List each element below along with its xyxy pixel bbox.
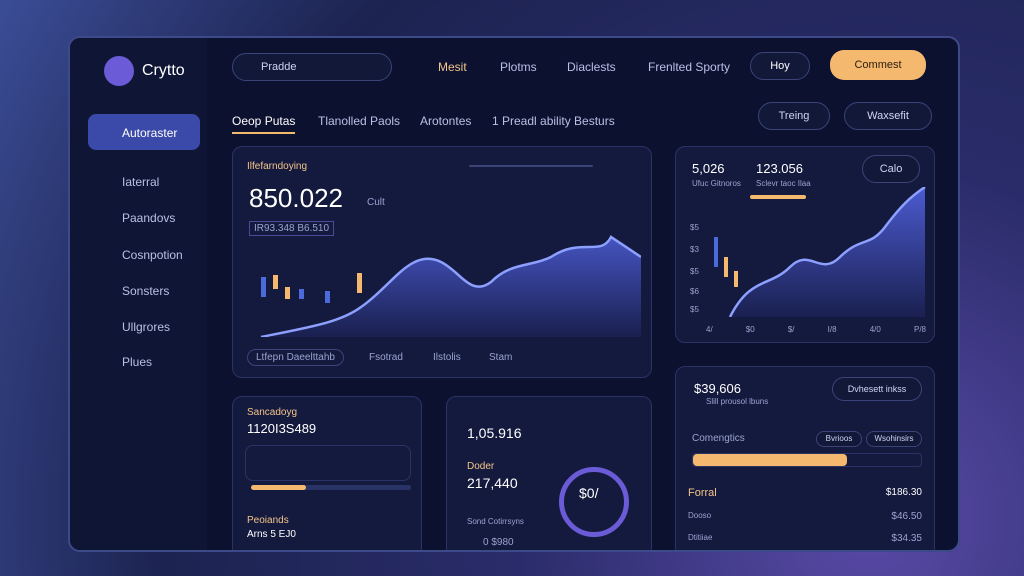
primary-button[interactable]: Commest <box>830 50 926 80</box>
gauge-text: $0/ <box>579 485 599 501</box>
sidebar: Crytto Autoraster Iaterral Paandovs Cosn… <box>70 38 207 550</box>
tab-button[interactable]: Waxsefit <box>844 102 932 130</box>
x-label: 4/0 <box>869 325 881 334</box>
x-labels: 4/ $0 $/ I/8 4/0 P/8 <box>706 325 926 334</box>
nav-item[interactable]: Plues <box>122 355 153 369</box>
nav-item[interactable]: Autoraster <box>122 126 178 140</box>
tab[interactable]: Oeop Putas <box>232 114 296 134</box>
y-label: $3 <box>690 245 699 254</box>
sub-value: IR93.348 B6.510 <box>249 221 335 236</box>
brand: Crytto <box>142 62 185 79</box>
nav-item[interactable]: Paandovs <box>122 211 176 225</box>
footer-value: Arns 5 EJ0 <box>247 529 296 540</box>
portfolio-sub: Slill prousol lbuns <box>706 397 769 406</box>
gauge-value: 1,05.916 <box>467 425 522 441</box>
icon-row[interactable] <box>245 445 411 481</box>
row-label: Dtitiiae <box>688 533 713 542</box>
main-value: 850.022 <box>249 183 343 213</box>
row-value: $34.35 <box>891 533 922 544</box>
price-chart <box>260 235 641 337</box>
footer-item[interactable]: Ilstolis <box>433 352 461 363</box>
gauge-card: 1,05.916 Doder 217,440 Sond Cotirrsyns $… <box>446 396 652 550</box>
nav-item[interactable]: Sonsters <box>122 284 170 298</box>
logo <box>104 56 134 86</box>
footer-title: Peoiands <box>247 515 289 526</box>
y-label: $5 <box>690 305 699 314</box>
calo-button[interactable]: Calo <box>862 155 920 183</box>
tab[interactable]: Tlanolled Paols <box>318 114 401 128</box>
gauge-label: Doder <box>467 461 495 472</box>
row-value: $46.50 <box>891 511 922 522</box>
row-label: Dooso <box>688 511 712 520</box>
top-link[interactable]: Mesit <box>438 60 467 74</box>
side-chart-card: 5,026 Ufuc Gitnoros 123.056 Sclevr taoc … <box>675 146 935 343</box>
y-label: $5 <box>690 223 699 232</box>
gauge-footer: 0 $980 <box>483 537 514 548</box>
section-title: Comengtics <box>692 433 745 444</box>
pill[interactable]: Bvrioos <box>816 431 862 447</box>
gauge-ring <box>559 467 629 537</box>
tab[interactable]: 1 Preadl ability Besturs <box>492 114 615 128</box>
x-label: I/8 <box>827 325 837 334</box>
app-frame: Crytto Autoraster Iaterral Paandovs Cosn… <box>68 36 960 552</box>
stat-bar <box>750 195 806 199</box>
row-label: Forral <box>688 487 717 499</box>
stat-label: Sclevr taoc Ilaa <box>756 179 811 188</box>
gauge-value2: 217,440 <box>467 475 518 491</box>
top-link[interactable]: Plotms <box>500 60 537 74</box>
stat-value: 123.056 <box>756 161 803 176</box>
tab[interactable]: Arotontes <box>420 114 472 128</box>
footer-item[interactable]: Stam <box>489 352 513 363</box>
main-card: Ilfefarndoying 850.022 Cult IR93.348 B6.… <box>232 146 652 378</box>
stat-value: 5,026 <box>692 161 725 176</box>
tab-button[interactable]: Treing <box>758 102 830 130</box>
pill[interactable]: Wsohinsirs <box>866 431 922 447</box>
y-label: $6 <box>690 287 699 296</box>
row-value: $186.30 <box>885 487 922 498</box>
y-label: $5 <box>690 267 699 276</box>
footer-item[interactable]: Ltfepn Daeelttahb <box>247 349 344 366</box>
progress <box>251 485 411 490</box>
nav-item[interactable]: Ullgrores <box>122 320 171 334</box>
portfolio-value: $39,606 <box>694 381 741 396</box>
side-chart <box>714 187 926 317</box>
footer-item[interactable]: Fsotrad <box>369 352 403 363</box>
wallet-card: Sancadoyg 1120I3S489 Peoiands Arns 5 EJ0 <box>232 396 422 550</box>
gauge-caption: Sond Cotirrsyns <box>467 517 524 526</box>
nav-item[interactable]: Cosnpotion <box>122 248 183 262</box>
top-link[interactable]: Frenlted Sporty <box>648 60 731 74</box>
unit: Cult <box>367 197 385 208</box>
portfolio-card: $39,606 Slill prousol lbuns Dvhesett ink… <box>675 366 935 550</box>
card-title: Ilfefarndoying <box>247 161 308 172</box>
x-label: $/ <box>787 325 795 334</box>
card-title: Sancadoyg <box>247 407 298 418</box>
nav-item[interactable]: Iaterral <box>122 175 160 189</box>
top-link[interactable]: Diaclests <box>567 60 616 74</box>
progress <box>692 453 922 467</box>
x-label: P/8 <box>913 325 926 334</box>
x-label: $0 <box>745 325 755 334</box>
wallet-value: 1120I3S489 <box>247 421 317 436</box>
x-label: 4/ <box>706 325 713 334</box>
nav-active[interactable] <box>88 114 200 150</box>
alert-button[interactable]: Hoy <box>750 52 810 80</box>
portfolio-button[interactable]: Dvhesett inkss <box>832 377 922 401</box>
search[interactable]: Pradde <box>232 53 392 81</box>
stat-label: Ufuc Gitnoros <box>692 179 741 188</box>
controls[interactable] <box>469 165 593 167</box>
